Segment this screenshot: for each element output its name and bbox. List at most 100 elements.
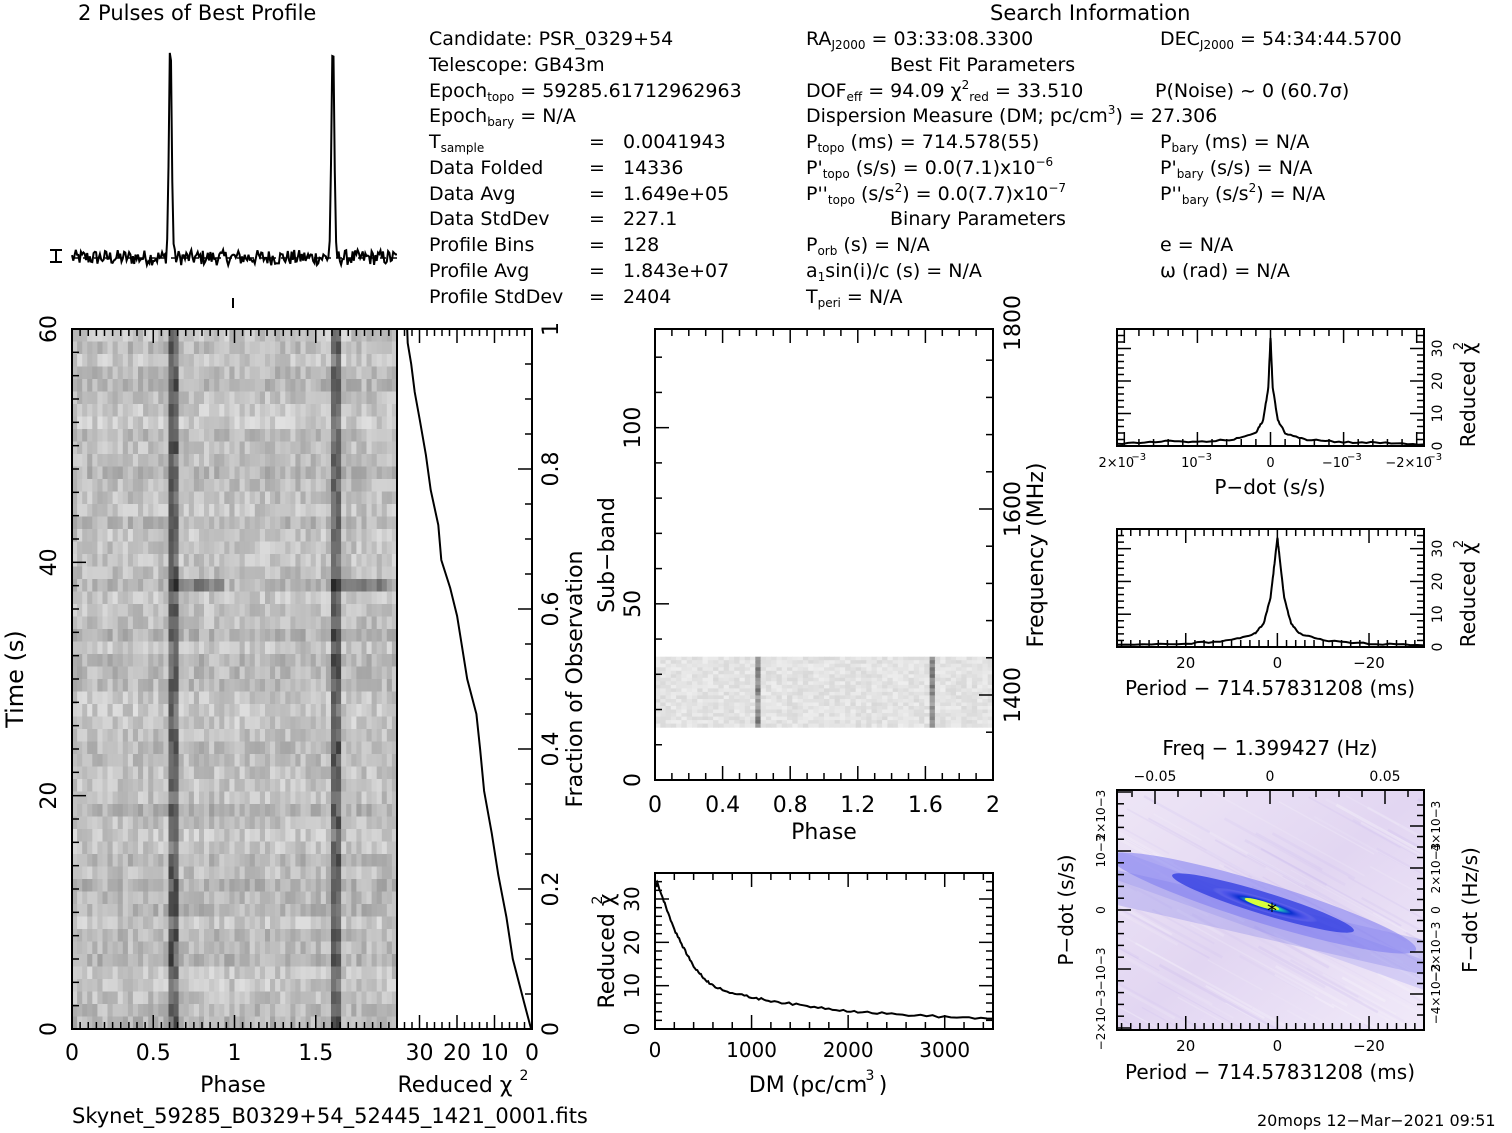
heatmap-cell [381,329,388,343]
heatmap-cell [366,629,373,643]
heatmap-cell [341,566,347,580]
heatmap-cell [92,629,98,643]
heatmap-cell [168,941,175,955]
heatmap-cell [336,391,342,405]
heatmap-cell [168,966,175,980]
heatmap-cell [117,641,124,655]
subband-cell [940,674,947,679]
heatmap-cell [87,479,93,493]
heatmap-cell [351,854,357,868]
heatmap-cell [143,691,149,705]
heatmap-cell [376,529,383,543]
heatmap-cell [305,429,312,443]
subband-cell [692,667,698,672]
subband-cell [787,656,793,661]
heatmap-cell [366,379,373,393]
heatmap-cell [336,329,342,343]
heatmap-cell [259,579,266,593]
heatmap-cell [148,454,154,468]
heatmap-cell [214,379,220,393]
heatmap-cell [72,654,78,668]
heatmap-cell [209,629,215,643]
heatmap-cell [259,616,266,630]
subband-cell [808,656,815,661]
subband-cell [781,716,788,721]
heatmap-cell [163,666,170,680]
heatmap-cell [341,729,347,743]
heatmap-cell [249,704,256,718]
subband-cell [956,684,962,689]
heatmap-cell [138,541,144,555]
heatmap-cell [391,391,398,405]
heatmap-cell [87,391,93,405]
heatmap-cell [249,891,256,905]
heatmap-cell [132,866,139,880]
heatmap-cell [249,841,256,855]
subband-cell [861,695,867,700]
subband-cell [734,677,741,682]
heatmap-cell [234,904,241,918]
heatmap-cell [295,916,302,930]
heatmap-cell [199,466,205,480]
subband-cell [686,663,693,668]
heatmap-cell [117,429,124,443]
subband-cell [845,688,851,693]
heatmap-cell [310,654,317,668]
heatmap-cell [331,829,337,843]
heatmap-cell [168,541,175,555]
heatmap-cell [320,716,327,730]
heatmap-cell [122,804,129,818]
heatmap-cell [204,804,210,818]
heatmap-cell [361,954,368,968]
subband-cell [829,677,836,682]
heatmap-cell [178,854,185,868]
subband-cell [966,716,973,721]
heatmap-cell [158,641,164,655]
subband-cell [892,709,899,714]
heatmap-cell [325,516,332,530]
heatmap-cell [173,866,180,880]
heatmap-cell [351,604,357,618]
heatmap-cell [102,654,109,668]
subband-cell [655,677,661,682]
subband-cell [834,674,841,679]
heatmap-cell [178,841,185,855]
heatmap-cell [285,391,291,405]
heatmap-cell [356,966,363,980]
subband-cell [845,702,851,707]
heatmap-cell [148,1004,154,1018]
heatmap-cell [341,829,347,843]
heatmap-cell [127,841,134,855]
heatmap-cell [290,404,297,418]
subband-cell [765,688,772,693]
heatmap-cell [331,791,337,805]
heatmap-cell [275,804,281,818]
heatmap-cell [143,941,149,955]
heatmap-cell [310,691,317,705]
heatmap-cell [148,841,154,855]
heatmap-cell [336,829,342,843]
heatmap-cell [275,454,281,468]
heatmap-cell [224,604,230,618]
heatmap-cell [381,804,388,818]
heatmap-cell [371,866,378,880]
subband-cell [834,720,841,725]
heatmap-cell [132,704,139,718]
heatmap-cell [244,841,251,855]
subband-cell [982,713,989,718]
heatmap-cell [158,366,164,380]
subband-cell [792,716,799,721]
heatmap-cell [97,779,104,793]
heatmap-cell [117,616,124,630]
heatmap-cell [346,541,352,555]
heatmap-cell [234,779,241,793]
subband-cell [929,720,936,725]
heatmap-cell [320,466,327,480]
heatmap-cell [356,704,363,718]
heatmap-cell [219,354,225,368]
heatmap-cell [239,479,246,493]
heatmap-cell [386,504,393,518]
heatmap-cell [168,1004,175,1018]
heatmap-cell [265,366,271,380]
heatmap-cell [102,1016,109,1030]
